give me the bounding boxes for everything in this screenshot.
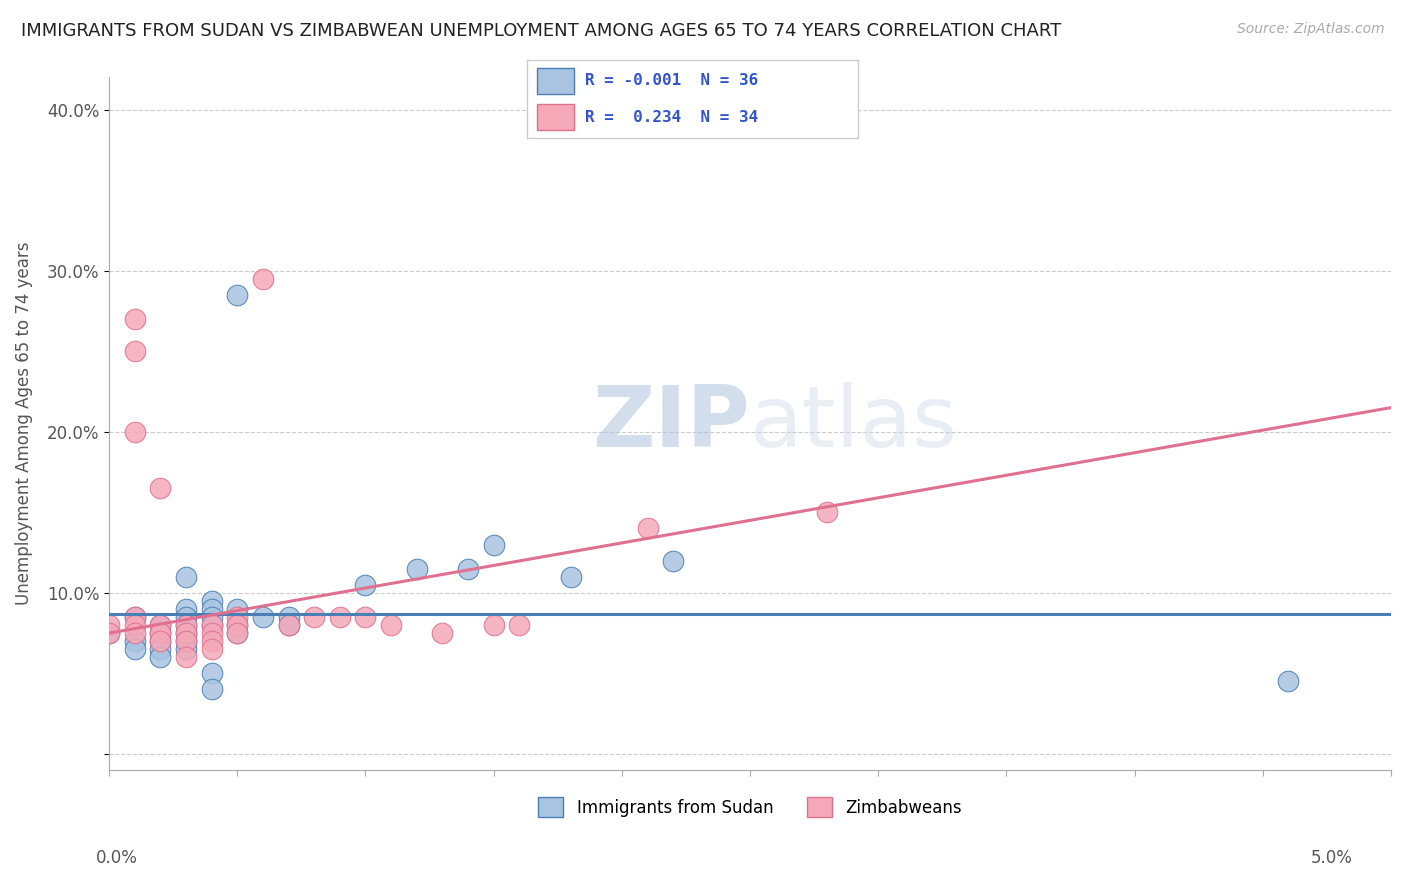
Point	[637, 521, 659, 535]
Point	[174, 618, 197, 632]
Point	[201, 634, 224, 648]
Point	[201, 666, 224, 681]
Point	[174, 634, 197, 648]
Point	[380, 618, 402, 632]
Point	[124, 312, 146, 326]
Point	[457, 562, 479, 576]
Point	[124, 610, 146, 624]
Point	[201, 594, 224, 608]
Point	[354, 610, 377, 624]
Point	[662, 553, 685, 567]
Point	[560, 570, 582, 584]
Point	[226, 626, 249, 640]
Point	[174, 610, 197, 624]
Point	[174, 642, 197, 657]
Point	[174, 602, 197, 616]
Point	[149, 634, 172, 648]
Point	[201, 610, 224, 624]
Point	[201, 682, 224, 697]
Point	[226, 288, 249, 302]
Point	[226, 626, 249, 640]
Point	[508, 618, 530, 632]
Point	[277, 618, 299, 632]
Point	[252, 272, 274, 286]
Point	[405, 562, 427, 576]
Point	[149, 626, 172, 640]
Point	[329, 610, 352, 624]
Point	[149, 634, 172, 648]
FancyBboxPatch shape	[537, 68, 574, 95]
Text: R = -0.001  N = 36: R = -0.001 N = 36	[585, 73, 758, 88]
Point	[149, 618, 172, 632]
Text: 5.0%: 5.0%	[1310, 849, 1353, 867]
Point	[432, 626, 454, 640]
Point	[226, 618, 249, 632]
Text: ZIP: ZIP	[592, 382, 749, 466]
Point	[124, 642, 146, 657]
Point	[98, 618, 121, 632]
Legend: Immigrants from Sudan, Zimbabweans: Immigrants from Sudan, Zimbabweans	[531, 790, 969, 824]
Text: atlas: atlas	[749, 382, 957, 466]
Point	[98, 626, 121, 640]
Point	[201, 642, 224, 657]
Text: 0.0%: 0.0%	[96, 849, 138, 867]
Point	[277, 610, 299, 624]
Text: IMMIGRANTS FROM SUDAN VS ZIMBABWEAN UNEMPLOYMENT AMONG AGES 65 TO 74 YEARS CORRE: IMMIGRANTS FROM SUDAN VS ZIMBABWEAN UNEM…	[21, 22, 1062, 40]
Point	[482, 537, 505, 551]
Point	[252, 610, 274, 624]
Point	[1277, 674, 1299, 689]
Point	[124, 425, 146, 439]
Point	[124, 626, 146, 640]
Point	[201, 618, 224, 632]
Point	[815, 505, 838, 519]
Text: Source: ZipAtlas.com: Source: ZipAtlas.com	[1237, 22, 1385, 37]
Point	[98, 626, 121, 640]
Point	[354, 578, 377, 592]
Point	[174, 626, 197, 640]
Point	[124, 344, 146, 359]
Text: R =  0.234  N = 34: R = 0.234 N = 34	[585, 110, 758, 125]
Point	[149, 481, 172, 495]
Point	[149, 626, 172, 640]
Point	[226, 610, 249, 624]
Point	[226, 618, 249, 632]
Point	[201, 618, 224, 632]
Point	[174, 650, 197, 665]
Point	[226, 602, 249, 616]
Point	[174, 618, 197, 632]
Point	[124, 618, 146, 632]
Point	[201, 602, 224, 616]
Point	[277, 618, 299, 632]
Point	[482, 618, 505, 632]
Point	[174, 634, 197, 648]
Point	[124, 610, 146, 624]
Point	[302, 610, 325, 624]
Y-axis label: Unemployment Among Ages 65 to 74 years: Unemployment Among Ages 65 to 74 years	[15, 242, 32, 606]
Point	[174, 626, 197, 640]
Point	[201, 626, 224, 640]
Point	[149, 618, 172, 632]
Point	[174, 570, 197, 584]
FancyBboxPatch shape	[537, 103, 574, 130]
Point	[124, 634, 146, 648]
Point	[149, 650, 172, 665]
Point	[149, 642, 172, 657]
